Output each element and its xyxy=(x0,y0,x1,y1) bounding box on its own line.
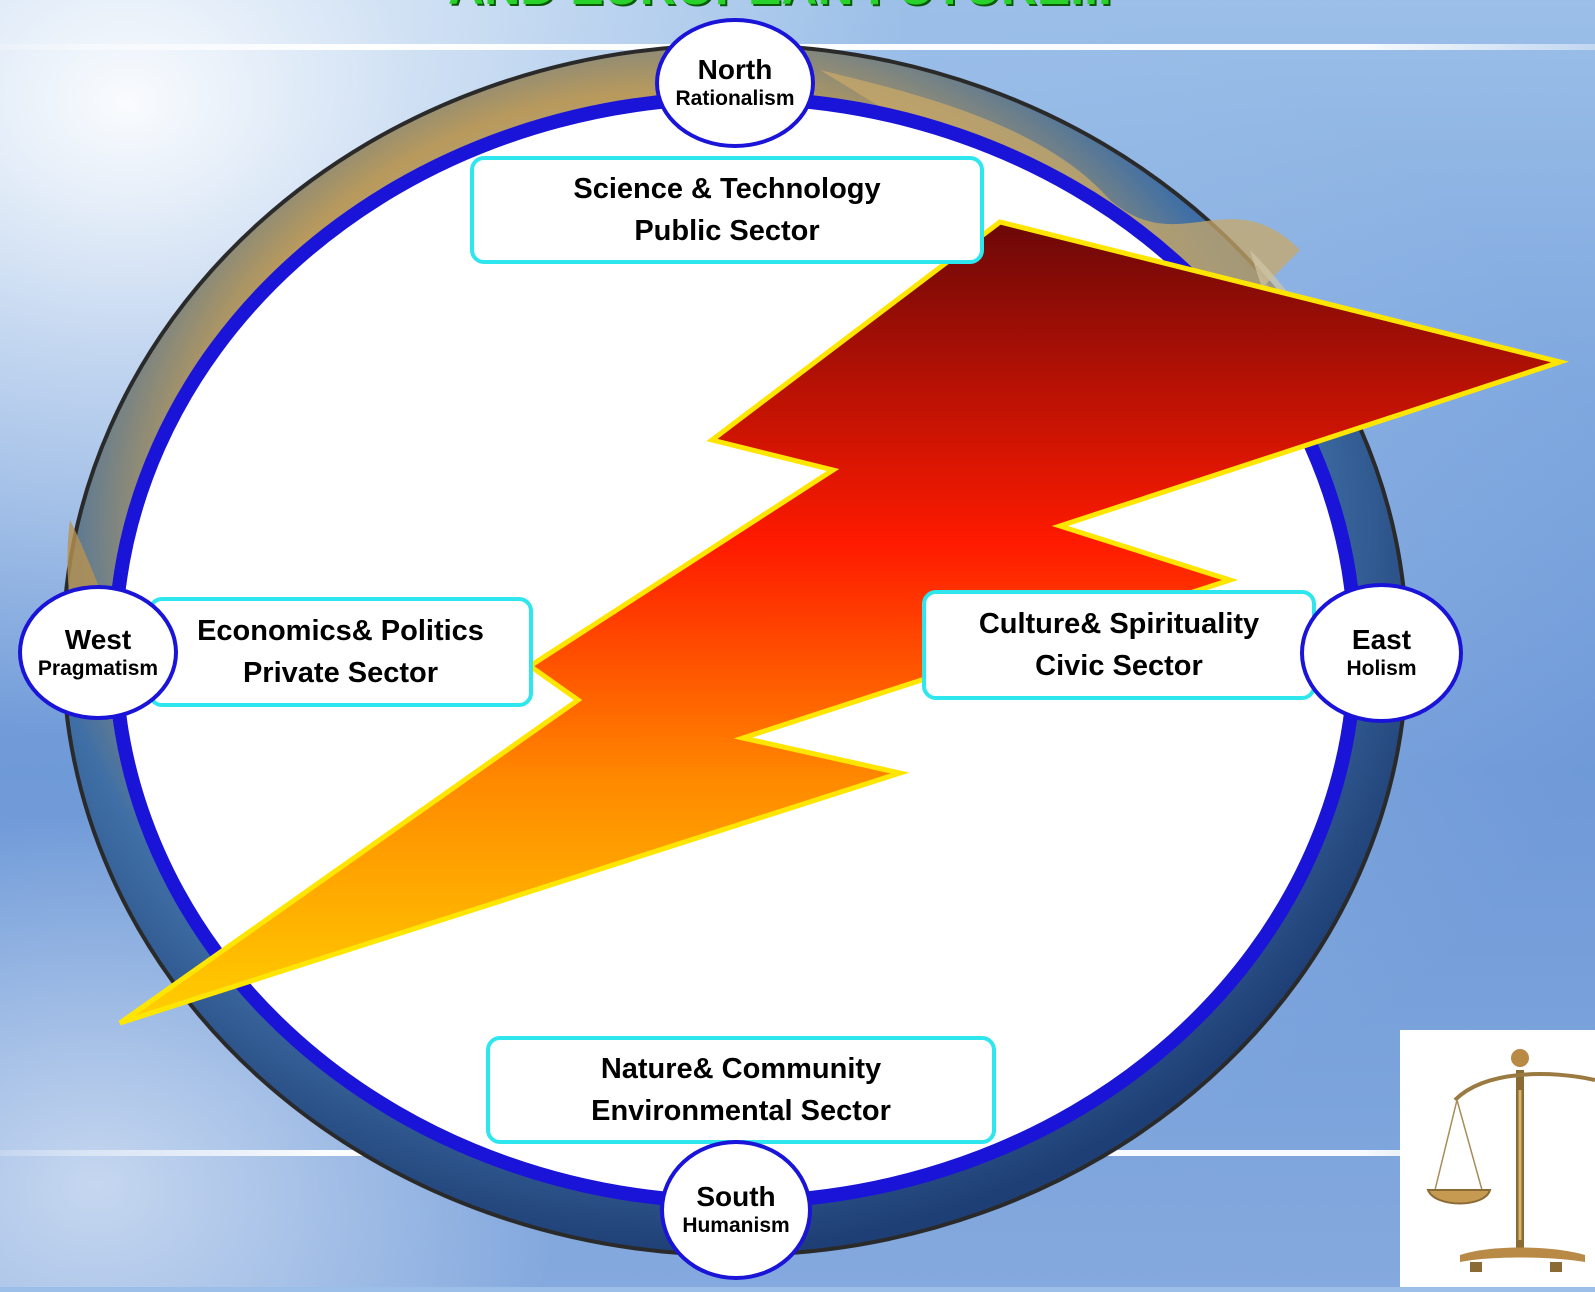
sector-east: Culture& Spirituality Civic Sector xyxy=(922,590,1316,700)
sector-south-title: Nature& Community xyxy=(600,1053,882,1085)
sector-west-subtitle: Private Sector xyxy=(242,657,439,689)
node-north: North Rationalism xyxy=(655,18,815,148)
node-north-philosophy: Rationalism xyxy=(675,87,795,110)
node-south: South Humanism xyxy=(660,1140,812,1280)
node-west-direction: West xyxy=(64,623,132,655)
lightning-bolt-icon xyxy=(118,219,1570,1026)
node-west-philosophy: Pragmatism xyxy=(37,656,159,680)
node-east-direction: East xyxy=(1351,624,1412,655)
sector-west-title: Economics& Politics xyxy=(197,615,484,647)
slide-title: AND EUROPEAN FUTURE... xyxy=(400,0,1160,18)
sector-north-title: Science & Technology xyxy=(573,173,881,205)
sector-south-subtitle: Environmental Sector xyxy=(591,1095,891,1127)
sector-east-title: Culture& Spirituality xyxy=(978,608,1260,640)
node-south-direction: South xyxy=(696,1181,776,1212)
node-east-philosophy: Holism xyxy=(1346,657,1417,680)
node-west: West Pragmatism xyxy=(18,585,178,720)
node-south-philosophy: Humanism xyxy=(682,1214,790,1237)
scales-of-justice-icon xyxy=(1400,1030,1595,1287)
sector-north-subtitle: Public Sector xyxy=(634,215,820,247)
node-east: East Holism xyxy=(1300,583,1463,723)
node-north-direction: North xyxy=(697,54,773,85)
sector-south: Nature& Community Environmental Sector xyxy=(486,1036,996,1144)
sector-west: Economics& Politics Private Sector xyxy=(148,597,533,707)
sector-north: Science & Technology Public Sector xyxy=(470,156,984,264)
sector-east-subtitle: Civic Sector xyxy=(1035,650,1203,682)
